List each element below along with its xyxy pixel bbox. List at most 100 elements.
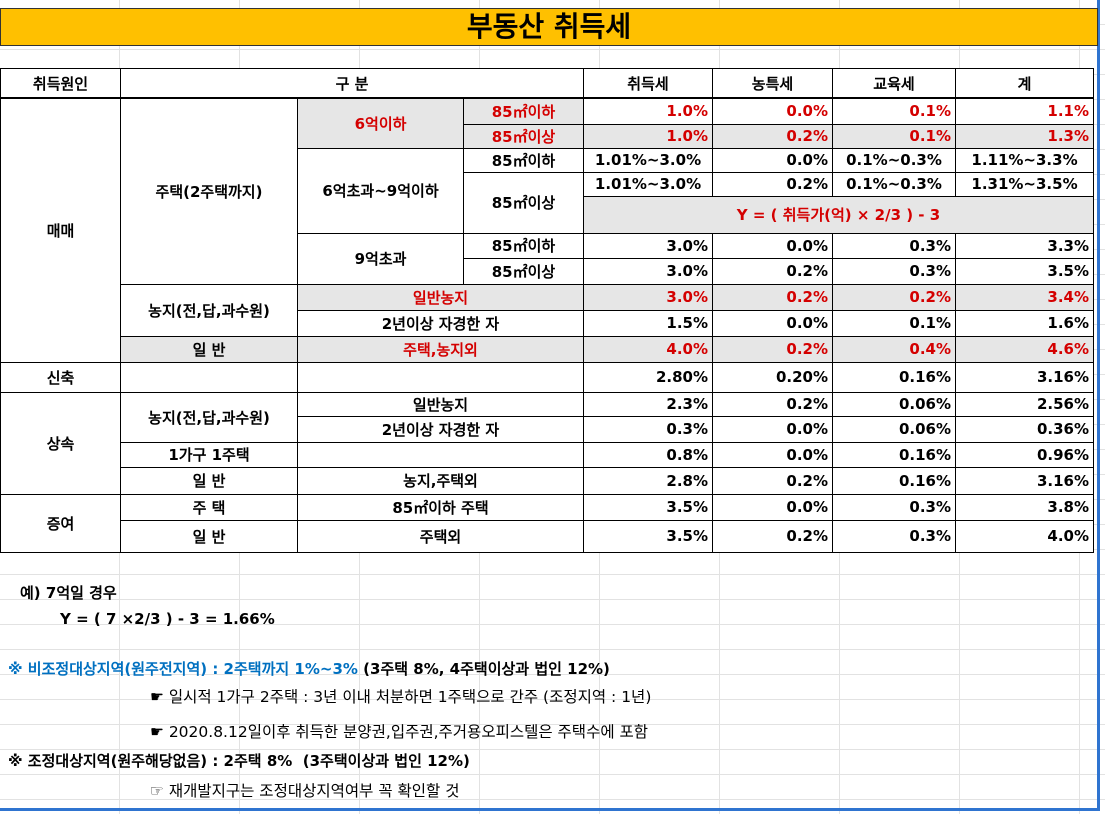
table-cell: 0.0% [712,493,833,521]
table-cell: 농지(전,답,과수원) [120,283,298,337]
table-cell: 0.2% [712,519,833,553]
table-cell: 일 반 [120,466,298,495]
note-detail: (3주택이상과 법인 12%) [302,752,470,770]
table-row: 9억초과 85㎡이하 3.0% 0.0% 0.3% 3.3% [1,232,1094,285]
table-cell: 85㎡이상 [463,171,584,234]
table-cell: 85㎡이하 주택 [297,493,584,521]
table-row: 2년이상 자경한 자 1.5% 0.0% 0.1% 1.6% [1,309,1094,337]
table-cell: 0.3% [832,232,956,259]
empty-cell [297,441,584,468]
selection-edge [0,808,1100,811]
table-cell: 4.6% [955,335,1094,363]
table-cell: 1.6% [955,309,1094,337]
table-cell: Y = ( 취득가(억) × 2/3 ) - 3 [583,195,1094,234]
table-cell: 0.2% [712,171,833,197]
table-cell: 주 택 [120,493,298,521]
table-cell: 0.0% [712,441,833,468]
table-cell: 주택,농지외 [297,335,584,363]
table-row: 상속 농지(전,답,과수원) 일반농지 2.3% 0.2% 0.06% 2.56% [0,391,1094,495]
tax-table: 취득원인 구 분 취득세 농특세 교육세 계 매매 주택(2주택까지) 6억이하 85㎡이하 1.… [0,68,1094,553]
empty-cell [120,361,298,393]
table-cell: 9억초과 [297,232,464,285]
table-cell: 1.0% [583,123,713,149]
table-cell: 6억초과~9억이하 [297,147,464,234]
table-cell: 0.20% [712,361,833,393]
table-cell: 교육세 [832,68,956,99]
table-row: 1가구 1주택 0.8% 0.0% 0.16% 0.96% [1,441,1094,468]
table-cell: 3.16% [955,466,1094,495]
title: 부동산 취득세 [0,8,1098,46]
table-cell: 주택외 [297,519,584,553]
table-cell: 0.3% [832,257,956,285]
table-cell: 2.56% [955,391,1094,417]
table-cell: 매매 [0,97,121,363]
example-formula: Y = ( 7 ×2/3 ) - 3 = 1.66% [60,610,275,628]
table-cell: 취득원인 [0,68,121,99]
table-cell: 85㎡이하 [463,147,584,173]
table-cell: 0.3% [832,519,956,553]
note-bullet: ☞ 재개발지구는 조정대상지역여부 꼭 확인할 것 [150,782,460,800]
table-cell: 2.80% [583,361,713,393]
table-cell: 0.4% [832,335,956,363]
table-cell: 0.1% [832,123,956,149]
table-cell: 0.16% [832,441,956,468]
table-cell: 일반농지 [297,391,584,417]
table-cell: 3.4% [955,283,1094,311]
table-cell: 0.2% [712,123,833,149]
table-cell: 1.11%~3.3% [955,147,1094,173]
table-part: 매매 주택(2주택까지) 6억이하 85㎡이하 1.0% 0.0% 0.1% 1.1% 85㎡… [0,97,1094,553]
table-cell: 1.3% [955,123,1094,149]
table-row: 2년이상 자경한 자 0.3% 0.0% 0.06% 0.36% [1,415,1094,443]
table-cell: 계 [955,68,1094,99]
table-cell: 2.3% [583,391,713,417]
table-cell: 2년이상 자경한 자 [297,309,584,337]
table-row: 6억초과~9억이하 85㎡이하 1.01%~3.0% 0.0% 0.1%~0.3% 1.1… [1,147,1094,234]
table-row: 일 반 주택,농지외 4.0% 0.2% 0.4% 4.6% [1,335,1094,363]
table-cell: 0.0% [712,232,833,259]
table-part: 취득원인 구 분 취득세 농특세 교육세 계 [0,68,1094,99]
table-row: 일 반 주택외 3.5% 0.2% 0.3% 4.0% [1,519,1094,553]
table-cell: 2.8% [583,466,713,495]
table-cell: 농지(전,답,과수원) [120,391,298,443]
note-detail: (3주택 8%, 4주택이상과 법인 12%) [363,660,610,678]
table-cell: 1.0% [583,97,713,125]
table-cell: 증여 [0,493,121,553]
table-cell: 0.0% [712,147,833,173]
table-cell: 일반농지 [297,283,584,311]
table-cell: 0.2% [712,335,833,363]
table-cell: 0.3% [832,493,956,521]
table-cell: 일 반 [120,335,298,363]
table-cell: 0.1%~0.3% [832,147,956,173]
table-cell: 85㎡이상 [463,257,584,285]
note-heading: ※ 조정대상지역(원주해당없음) : 2주택 8% [8,752,293,770]
selection-edge [1097,0,1100,810]
table-cell: 3.3% [955,232,1094,259]
table-row: Y = ( 취득가(억) × 2/3 ) - 3 [1,195,1094,234]
table-cell: 0.96% [955,441,1094,468]
table-cell: 0.06% [832,391,956,417]
table-cell: 0.16% [832,466,956,495]
table-cell: 3.0% [583,257,713,285]
table-row: 일 반 농지,주택외 2.8% 0.2% 0.16% 3.16% [1,466,1094,495]
table-cell: 0.1%~0.3% [832,171,956,197]
table-cell: 3.5% [583,493,713,521]
table-cell: 신축 [0,361,121,393]
table-cell: 0.2% [832,283,956,311]
table-cell: 0.0% [712,309,833,337]
table-cell: 상속 [0,391,121,495]
table-row: 85㎡이상 1.0% 0.2% 0.1% 1.3% [1,123,1094,149]
table-row: 85㎡이상 1.01%~3.0% 0.2% 0.1%~0.3% 1.31%~3.5% [1,171,1094,234]
table-cell: 0.2% [712,283,833,311]
table-cell: 0.0% [712,415,833,443]
table-cell: 0.2% [712,257,833,285]
note-bullet: ☛ 일시적 1가구 2주택 : 3년 이내 처분하면 1주택으로 간주 (조정지… [150,688,652,706]
table-cell: 0.3% [583,415,713,443]
table-cell: 2년이상 자경한 자 [297,415,584,443]
table-row: 증여 주 택 85㎡이하 주택 3.5% 0.0% 0.3% 3.8% [0,493,1094,553]
table-cell: 4.0% [955,519,1094,553]
table-cell: 0.2% [712,391,833,417]
table-cell: 농지,주택외 [297,466,584,495]
table-cell: 85㎡이하 [463,97,584,125]
table-cell: 0.1% [832,309,956,337]
